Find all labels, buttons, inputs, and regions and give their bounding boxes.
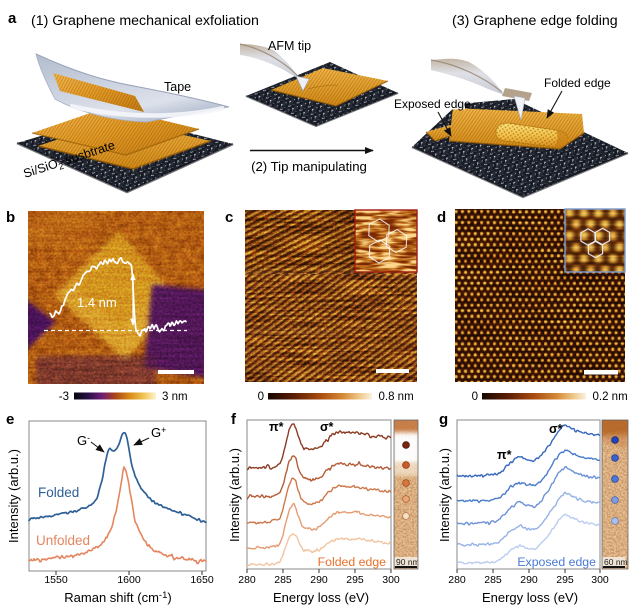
svg-text:d: d xyxy=(437,209,446,226)
svg-text:60 nm: 60 nm xyxy=(604,557,628,567)
svg-text:G-: G- xyxy=(77,433,90,448)
svg-text:0: 0 xyxy=(472,391,478,403)
svg-text:σ*: σ* xyxy=(549,422,563,436)
svg-text:e: e xyxy=(6,411,14,428)
svg-text:90 nm: 90 nm xyxy=(396,557,420,567)
svg-text:Energy loss (eV): Energy loss (eV) xyxy=(273,590,369,605)
svg-text:3 nm: 3 nm xyxy=(162,391,188,403)
svg-text:Tape: Tape xyxy=(164,80,191,94)
svg-text:Intensity (arb.u.): Intensity (arb.u.) xyxy=(227,448,242,542)
svg-text:Folded: Folded xyxy=(38,485,79,500)
svg-text:280: 280 xyxy=(238,574,256,586)
svg-text:Folded edge: Folded edge xyxy=(544,76,611,90)
svg-text:1650: 1650 xyxy=(190,574,214,586)
svg-text:c: c xyxy=(225,209,233,226)
svg-text:295: 295 xyxy=(556,574,574,586)
svg-text:0.2 nm: 0.2 nm xyxy=(593,391,628,403)
svg-text:300: 300 xyxy=(382,574,400,586)
svg-text:(2) Tip manipulating: (2) Tip manipulating xyxy=(251,159,367,174)
svg-text:0.8 nm: 0.8 nm xyxy=(379,391,414,403)
svg-text:290: 290 xyxy=(520,574,538,586)
svg-text:Intensity (arb.u.): Intensity (arb.u.) xyxy=(437,448,452,542)
svg-text:Raman shift (cm-1): Raman shift (cm-1) xyxy=(64,590,171,605)
svg-text:1600: 1600 xyxy=(117,574,141,586)
svg-text:Intensity (arb.u.): Intensity (arb.u.) xyxy=(6,449,21,543)
svg-text:(3) Graphene edge folding: (3) Graphene edge folding xyxy=(452,13,618,29)
svg-text:295: 295 xyxy=(346,574,364,586)
svg-text:Exposed edge: Exposed edge xyxy=(517,555,596,569)
svg-text:π*: π* xyxy=(269,420,284,434)
svg-text:f: f xyxy=(231,411,237,428)
svg-text:0: 0 xyxy=(258,391,264,403)
svg-text:280: 280 xyxy=(448,574,466,586)
svg-text:π*: π* xyxy=(497,448,512,462)
svg-text:1550: 1550 xyxy=(44,574,68,586)
svg-text:285: 285 xyxy=(484,574,502,586)
svg-text:b: b xyxy=(6,209,15,226)
svg-text:1.4 nm: 1.4 nm xyxy=(77,295,117,310)
svg-text:a: a xyxy=(8,10,17,27)
svg-text:g: g xyxy=(439,411,448,428)
svg-text:Unfolded: Unfolded xyxy=(36,533,90,548)
svg-text:(1) Graphene mechanical exfoli: (1) Graphene mechanical exfoliation xyxy=(31,13,259,29)
svg-text:Folded edge: Folded edge xyxy=(318,555,387,569)
svg-text:-3: -3 xyxy=(59,391,69,403)
svg-text:Exposed edge: Exposed edge xyxy=(394,97,471,111)
svg-text:Energy loss (eV): Energy loss (eV) xyxy=(482,590,578,605)
svg-text:AFM tip: AFM tip xyxy=(268,39,311,53)
svg-text:σ*: σ* xyxy=(320,420,334,434)
svg-text:290: 290 xyxy=(310,574,328,586)
svg-text:300: 300 xyxy=(591,574,609,586)
svg-text:285: 285 xyxy=(274,574,292,586)
